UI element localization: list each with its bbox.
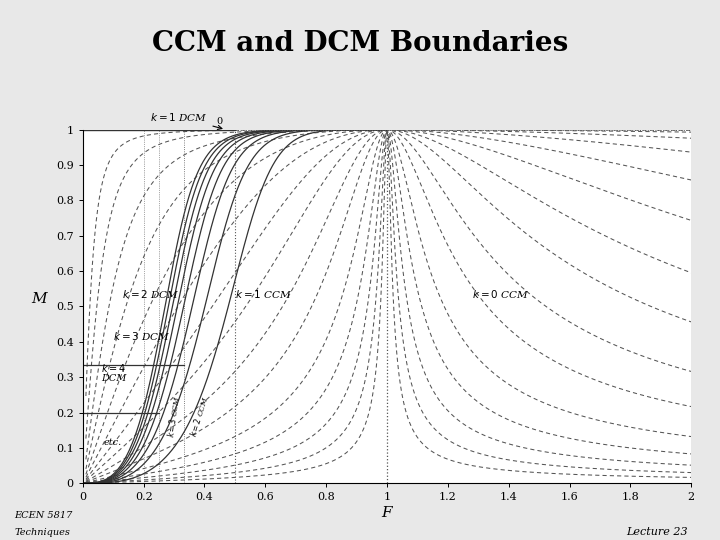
Text: $k = 0$ CCM: $k = 0$ CCM <box>472 288 529 300</box>
X-axis label: F: F <box>382 507 392 521</box>
Text: $k=2$ CCM: $k=2$ CCM <box>188 394 211 438</box>
Text: ECEN 5817: ECEN 5817 <box>14 511 73 521</box>
Text: $k = 1$ CCM: $k = 1$ CCM <box>235 288 292 300</box>
Text: CCM and DCM Boundaries: CCM and DCM Boundaries <box>152 30 568 57</box>
Text: Lecture 23: Lecture 23 <box>626 526 688 537</box>
Y-axis label: M: M <box>32 293 48 307</box>
Text: 0: 0 <box>217 117 222 126</box>
Text: $k = 2$ DCM: $k = 2$ DCM <box>122 288 180 300</box>
Text: $k = 4$: $k = 4$ <box>101 362 126 374</box>
Text: etc.: etc. <box>104 438 122 447</box>
Text: $k=3$ CCM: $k=3$ CCM <box>165 394 181 438</box>
Text: $k = 3$ DCM: $k = 3$ DCM <box>112 330 171 342</box>
Text: Techniques: Techniques <box>14 528 71 537</box>
Text: $k = 1$ DCM: $k = 1$ DCM <box>150 111 222 130</box>
Text: DCM: DCM <box>101 374 127 383</box>
